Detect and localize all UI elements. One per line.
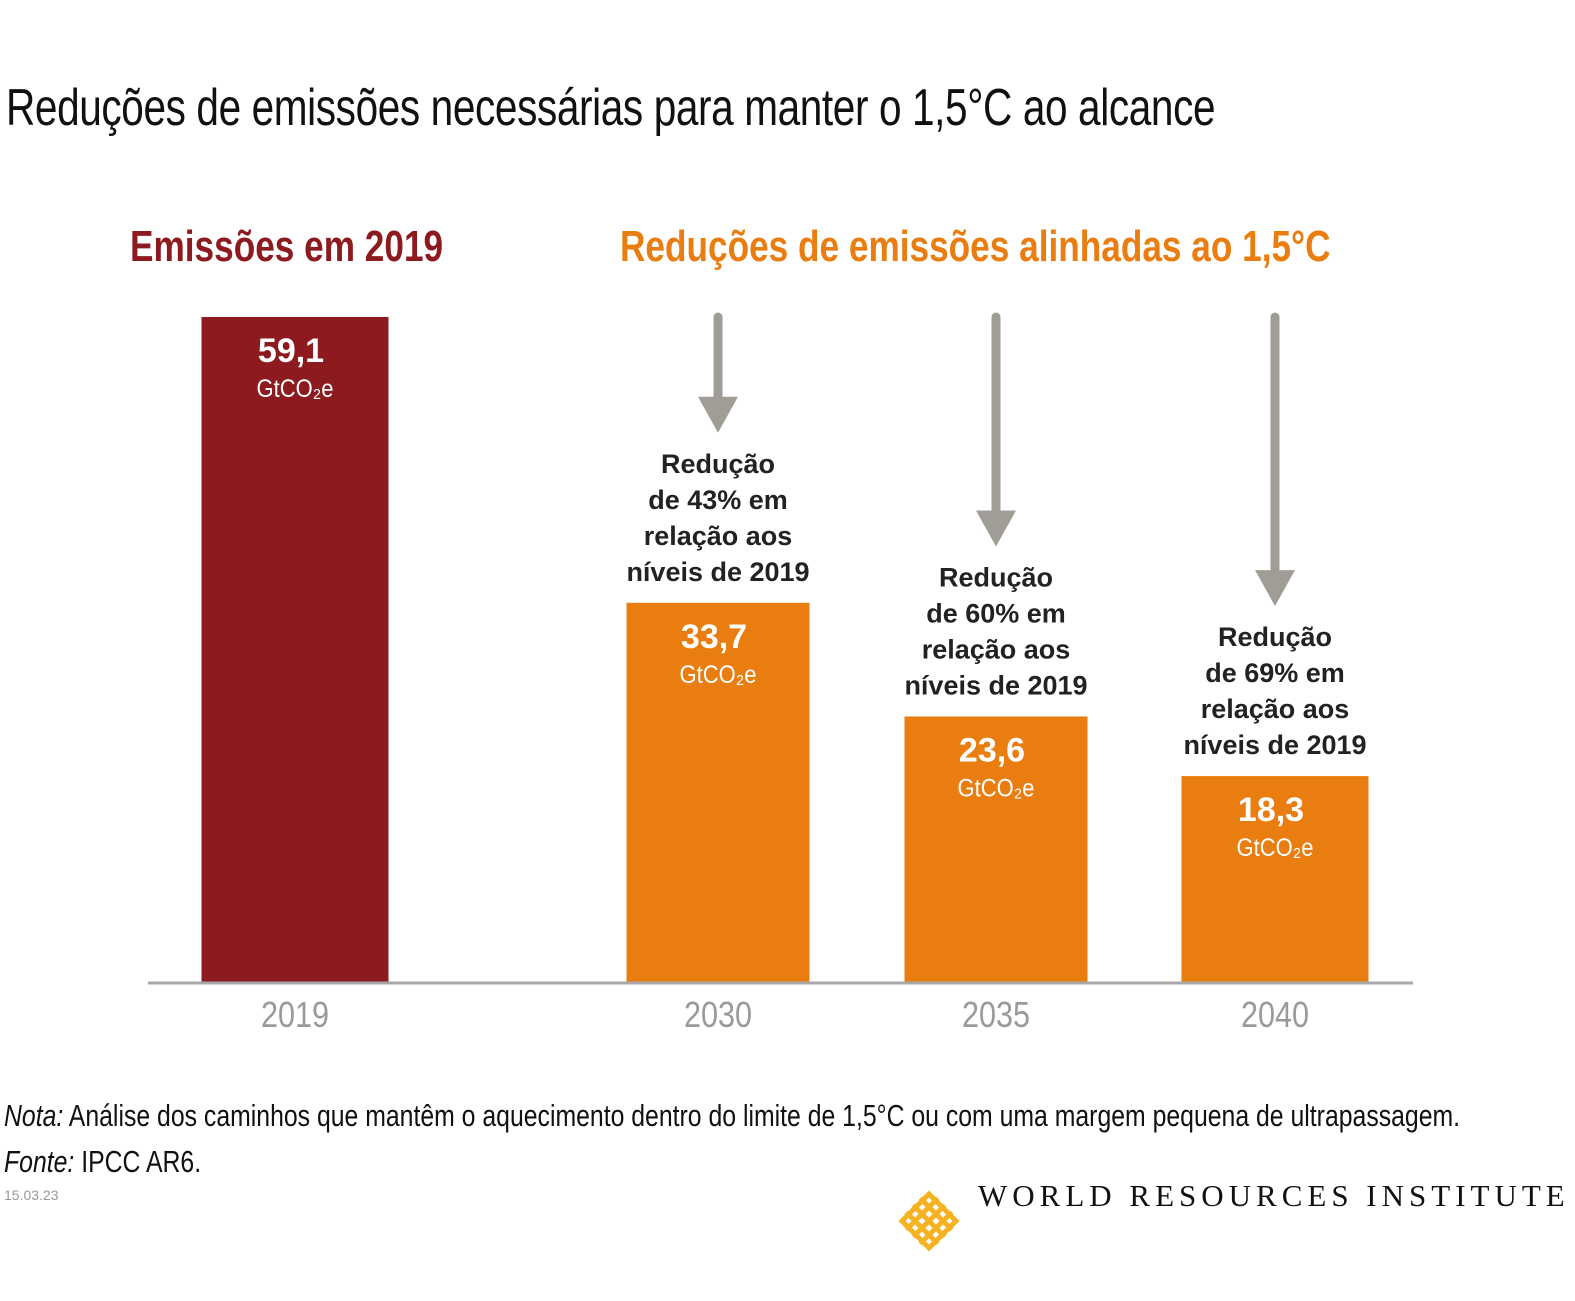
org-name: WORLD RESOURCES INSTITUTE (978, 1178, 1570, 1213)
reduction-annotation-line: de 43% em (648, 485, 788, 515)
down-arrow-icon (698, 396, 738, 433)
x-tick-2030: 2030 (684, 996, 752, 1036)
reduction-annotation-line: níveis de 2019 (904, 670, 1087, 700)
reduction-annotation-line: níveis de 2019 (626, 557, 809, 587)
unit-label-2040: GtCO₂e (1237, 834, 1314, 862)
reduction-annotation-line: relação aos (1201, 694, 1350, 724)
note-text: Análise dos caminhos que mantêm o aqueci… (63, 1098, 1461, 1133)
down-arrow-icon (1255, 570, 1295, 607)
value-label-2030: 33,7 (681, 618, 747, 656)
reduction-annotation-line: Redução (939, 562, 1053, 592)
x-tick-2035: 2035 (962, 996, 1030, 1036)
note-line: Nota: Análise dos caminhos que mantêm o … (4, 1098, 1460, 1134)
x-tick-2040: 2040 (1241, 996, 1309, 1036)
reduction-annotation-line: Redução (1218, 622, 1332, 652)
source-label: Fonte: (4, 1144, 75, 1179)
value-label-2035: 23,6 (959, 731, 1025, 769)
down-arrow-icon (976, 510, 1016, 547)
header-aligned-reductions: Reduções de emissões alinhadas ao 1,5°C (620, 222, 1331, 271)
unit-label-2035: GtCO₂e (958, 774, 1035, 802)
bar-2019 (201, 317, 389, 982)
reduction-annotation-line: relação aos (922, 634, 1071, 664)
value-label-2040: 18,3 (1238, 791, 1304, 829)
source-line: Fonte: IPCC AR6. (4, 1144, 201, 1180)
header-emissions-2019: Emissões em 2019 (130, 222, 444, 271)
bar-2035 (904, 716, 1088, 982)
value-label-2019: 59,1 (258, 332, 324, 370)
wri-logo-icon (898, 1190, 960, 1252)
reduction-annotation-line: níveis de 2019 (1183, 730, 1366, 760)
bar-2040 (1181, 776, 1369, 982)
source-text: IPCC AR6. (74, 1144, 202, 1179)
reduction-annotation-line: de 60% em (926, 598, 1066, 628)
reduction-annotation-line: Redução (661, 449, 775, 479)
note-label: Nota: (4, 1098, 64, 1133)
reduction-annotation-line: de 69% em (1205, 658, 1345, 688)
unit-label-2019: GtCO₂e (257, 375, 334, 403)
unit-label-2030: GtCO₂e (680, 661, 757, 689)
bar-2030 (626, 602, 810, 982)
publish-date: 15.03.23 (4, 1187, 59, 1203)
chart-title: Reduções de emissões necessárias para ma… (6, 79, 1216, 137)
reduction-annotation-line: relação aos (644, 521, 793, 551)
x-tick-2019: 2019 (261, 996, 329, 1036)
